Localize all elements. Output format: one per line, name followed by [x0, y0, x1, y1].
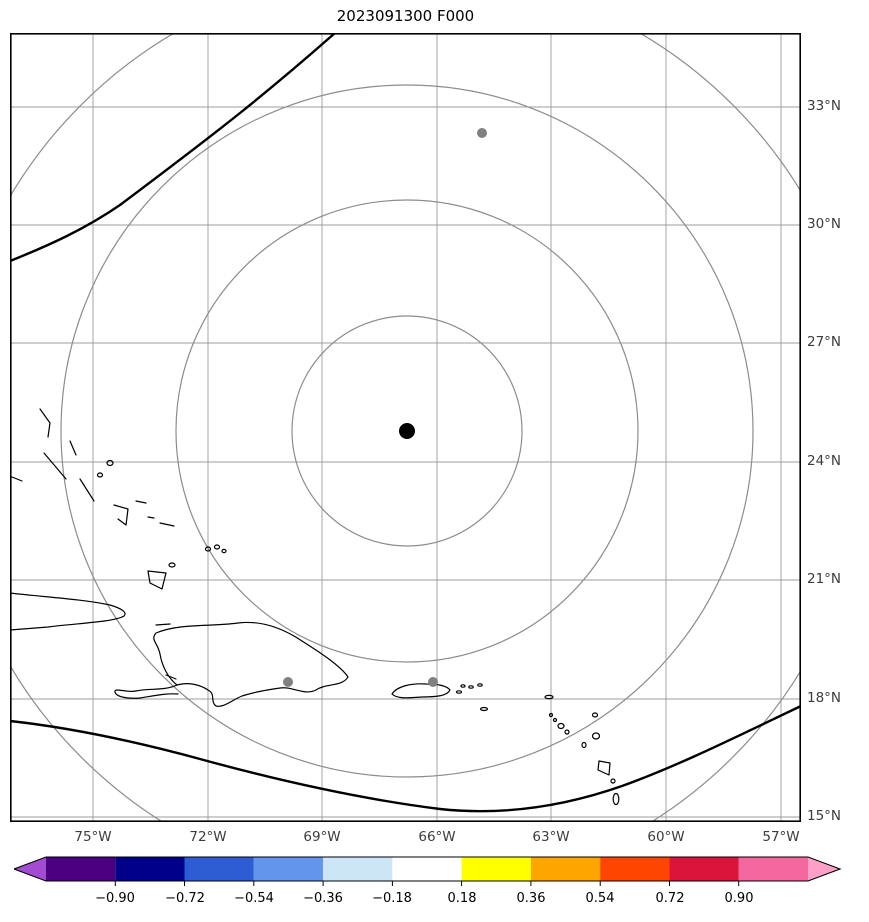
x-tick-label: 63°W	[532, 829, 570, 845]
colorbar-tick-label: −0.36	[303, 891, 343, 906]
contour-upper-left	[10, 33, 337, 263]
island-gonave	[165, 674, 177, 680]
y-tick-label: 33°N	[807, 98, 842, 114]
grid-lines	[10, 33, 801, 822]
range-rings	[10, 33, 801, 822]
x-tick-label: 66°W	[418, 829, 456, 845]
y-tick-label: 21°N	[807, 571, 842, 587]
island-antigua	[591, 732, 601, 740]
island-saba	[548, 712, 554, 718]
island-turks-1	[204, 546, 212, 552]
colorbar-segment	[530, 857, 601, 881]
island-san-salvador	[106, 459, 114, 467]
coastline-virgin-islands	[455, 683, 489, 712]
colorbar	[14, 856, 842, 886]
x-tick-label: 75°W	[74, 829, 112, 845]
island-samana-cay	[135, 500, 147, 504]
coastline-haiti-peninsula	[114, 684, 179, 699]
island-barbuda	[591, 712, 599, 718]
markers	[283, 128, 487, 687]
island-little-inagua	[168, 562, 176, 568]
y-tick-label: 24°N	[807, 453, 842, 469]
colorbar-segment	[600, 857, 670, 881]
island-culebra	[460, 684, 466, 688]
x-tick-label: 69°W	[303, 829, 341, 845]
colorbar-segment	[115, 857, 185, 881]
island-cat	[69, 440, 77, 456]
range-ring-3	[60, 84, 754, 778]
island-crooked-acklins	[113, 504, 129, 526]
colorbar-outline	[14, 856, 842, 882]
colorbar-tick-label: −0.90	[95, 891, 135, 906]
island-turks-3	[221, 548, 227, 554]
colorbar-segment	[461, 857, 531, 881]
range-ring-1	[291, 315, 523, 547]
map-frame	[10, 33, 801, 822]
island-ragged-cays	[11, 476, 23, 482]
colorbar-segment	[323, 857, 393, 881]
island-guadeloupe	[597, 760, 611, 776]
colorbar-segment	[253, 857, 324, 881]
island-rum-cay	[96, 472, 104, 478]
plot-title: 2023091300 F000	[336, 7, 475, 25]
reference-marker-santo-domingo	[283, 677, 293, 687]
island-great-inagua	[147, 570, 167, 590]
x-tick-label: 57°W	[762, 829, 800, 845]
colorbar-extend-right-arrow	[808, 857, 840, 881]
y-tick-label: 15°N	[807, 808, 842, 824]
island-vieques	[455, 690, 463, 694]
y-tick-label: 27°N	[807, 334, 842, 350]
x-tick-label: 60°W	[647, 829, 685, 845]
island-mayaguana	[159, 522, 175, 527]
contour-lower	[10, 704, 801, 813]
island-nevis	[564, 729, 570, 735]
coastline-puerto-rico	[391, 683, 451, 699]
island-plana-cays	[147, 516, 155, 519]
colorbar-tick-label: 0.36	[516, 891, 546, 906]
colorbar-tick-label: 0.18	[447, 891, 477, 906]
colorbar-segment	[184, 857, 254, 881]
colorbar-tick-label: 0.72	[655, 891, 685, 906]
colorbar-segment	[669, 857, 739, 881]
island-st-martin	[544, 694, 554, 700]
colorbar-segment	[392, 857, 462, 881]
island-st-kitts	[557, 722, 565, 730]
island-eleuthera	[39, 408, 51, 438]
coastline-lesser-antilles	[544, 694, 620, 806]
y-tick-label: 18°N	[807, 690, 842, 706]
colorbar-tick-label: −0.18	[372, 891, 412, 906]
colorbar-segment	[46, 857, 116, 881]
x-tick-label: 72°W	[189, 829, 227, 845]
island-st-thomas	[468, 685, 474, 689]
island-st-croix	[479, 706, 489, 712]
colorbar-extend-left-arrow	[14, 857, 46, 881]
island-st-eustatius	[552, 717, 558, 723]
island-tortola	[477, 683, 483, 687]
range-ring-2	[175, 199, 639, 663]
center-marker	[399, 423, 415, 439]
colorbar-tick-label: 0.90	[724, 891, 754, 906]
colorbar-segment	[738, 857, 808, 881]
colorbar-tick-label: −0.54	[234, 891, 274, 906]
y-tick-label: 30°N	[807, 216, 842, 232]
coastline-bahamas	[11, 408, 227, 590]
coastline-hispaniola	[153, 621, 349, 707]
island-montserrat	[581, 741, 587, 749]
island-exuma-chain	[43, 452, 67, 480]
colorbar-ticks	[114, 881, 740, 886]
reference-marker-san-juan	[428, 677, 438, 687]
island-tortuga	[155, 623, 171, 626]
map-canvas	[10, 33, 801, 822]
island-long-island	[79, 478, 95, 502]
island-marie-galante	[610, 778, 616, 784]
coastline-cuba	[10, 592, 126, 631]
coastlines	[10, 408, 620, 806]
colorbar-tick-label: −0.72	[165, 891, 205, 906]
reference-marker-bermuda	[477, 128, 487, 138]
field-contours	[10, 33, 801, 813]
island-dominica	[612, 792, 620, 806]
colorbar-tick-label: 0.54	[585, 891, 615, 906]
island-turks-2	[213, 544, 221, 550]
